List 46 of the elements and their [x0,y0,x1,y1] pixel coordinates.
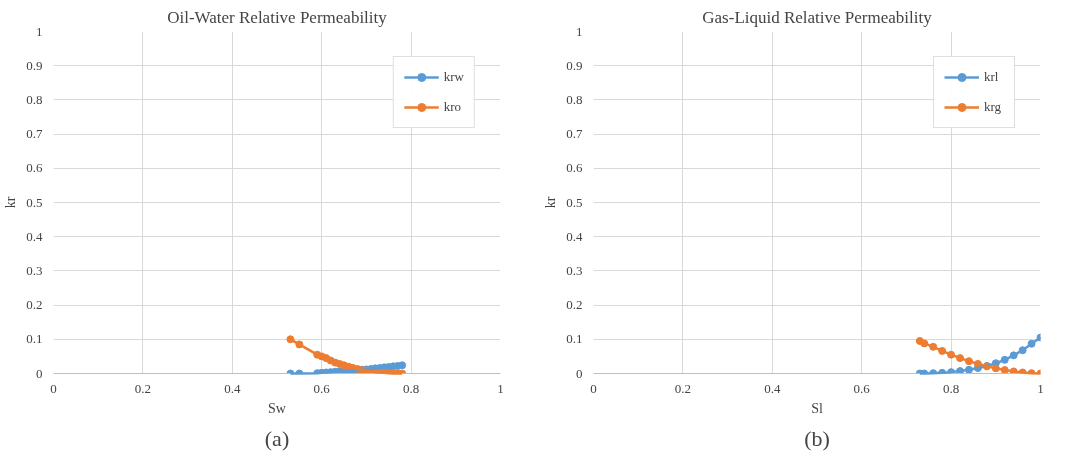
x-tick-label: 0.8 [402,380,420,396]
x-tick-label: 0 [50,380,57,396]
y-tick-label: 0.4 [566,228,583,244]
y-tick-label: 0 [36,365,43,381]
x-tick-label: 0.6 [313,380,331,396]
y-tick-label: 0.6 [566,160,583,176]
x-tick-label: 0.2 [134,380,152,396]
y-axis-title: kr [543,196,559,209]
y-tick-label: 0 [576,365,583,381]
legend-label: kro [443,99,463,115]
text: (b) [804,425,830,451]
x-axis-title: Sw [268,400,287,416]
y-tick-label: 0.9 [566,57,583,73]
y-tick-label: 0.2 [566,297,583,313]
y-tick-label: 0.1 [26,331,43,347]
x-tick-label: 0.6 [853,380,871,396]
text: (a) [264,425,290,451]
y-tick-label: 0.3 [566,262,583,278]
x-axis-title: Sl [811,400,823,416]
y-tick-label: 0.7 [26,126,43,142]
y-tick-label: 0.1 [566,331,583,347]
chart-title: Gas-Liquid Relative Permeability [702,7,933,27]
x-tick-label: 1 [1037,380,1044,396]
y-tick-label: 0.8 [26,91,43,107]
x-tick-label: 0.4 [224,380,241,396]
y-tick-label: 0.5 [566,194,583,210]
x-tick-label: 1 [497,380,504,396]
y-tick-label: 0.9 [26,57,43,73]
y-tick-label: 0.4 [26,228,43,244]
y-tick-label: 1 [36,23,43,39]
y-tick-label: 0.5 [26,194,43,210]
x-tick-label: 0.2 [674,380,692,396]
chart-title: Oil-Water Relative Permeability [167,7,388,27]
y-tick-label: 1 [576,23,583,39]
x-tick-label: 0.8 [942,380,960,396]
y-tick-label: 0.8 [566,91,583,107]
y-tick-label: 0.6 [26,160,43,176]
legend-label: krw [443,69,464,85]
y-tick-label: 0.2 [26,297,43,313]
legend-label: krg [984,99,1003,115]
y-tick-label: 0.7 [566,126,583,142]
x-tick-label: 0.4 [764,380,781,396]
y-axis-title: kr [3,196,19,209]
x-tick-label: 0 [590,380,597,396]
y-tick-label: 0.3 [26,262,43,278]
legend-label: krl [984,69,1000,85]
